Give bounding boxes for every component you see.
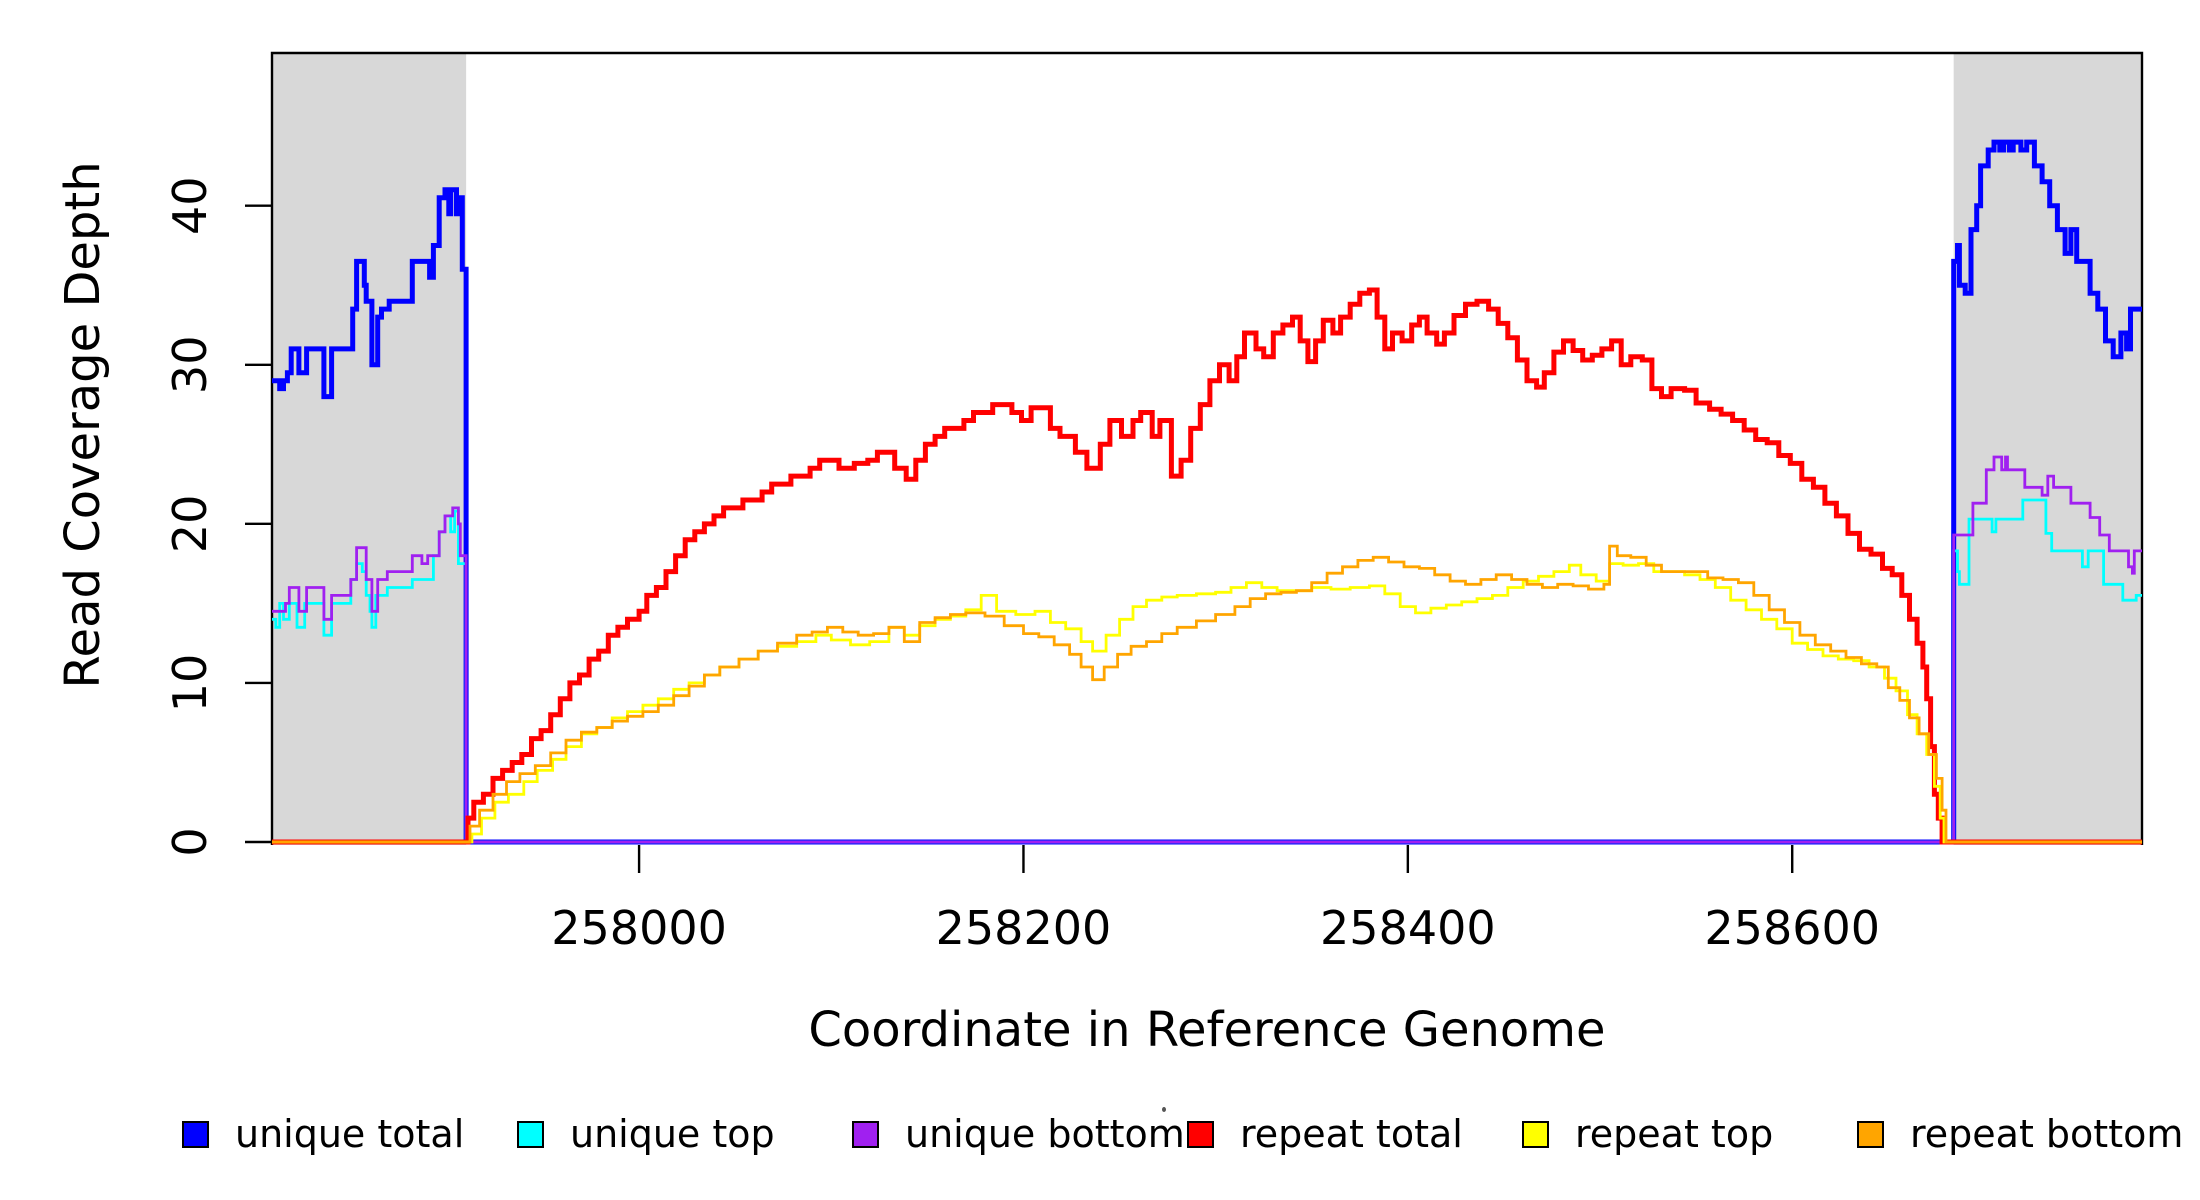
y-axis-title: Read Coverage Depth <box>55 161 111 689</box>
y-tick-label: 20 <box>163 495 217 554</box>
series-repeat-bottom <box>272 544 2142 844</box>
x-axis-title: Coordinate in Reference Genome <box>808 1002 1606 1058</box>
legend-label: unique top <box>570 1112 775 1156</box>
legend-item-repeat-top: repeat top <box>1522 1110 1773 1158</box>
legend-swatch-repeat-top-icon <box>1522 1120 1549 1148</box>
legend-item-repeat-total: repeat total <box>1187 1110 1463 1158</box>
series-unique-bottom <box>272 455 2142 844</box>
y-tick-label: 40 <box>163 176 217 235</box>
y-tick-label: 0 <box>163 827 217 856</box>
series-unique-total <box>272 139 2142 845</box>
x-tick-label: 258200 <box>936 901 1112 955</box>
legend-swatch-unique-total-icon <box>182 1120 209 1148</box>
y-tick-label: 10 <box>163 654 217 713</box>
legend-swatch-repeat-total-icon <box>1187 1120 1214 1148</box>
x-tick-label: 258000 <box>551 901 727 955</box>
legend-item-repeat-bottom: repeat bottom <box>1857 1110 2183 1158</box>
series-repeat-total <box>272 287 2142 845</box>
legend-swatch-unique-bottom-icon <box>852 1120 879 1148</box>
legend-item-unique-top: unique top <box>517 1110 775 1158</box>
x-tick-label: 258400 <box>1320 901 1496 955</box>
stray-dot <box>1162 1107 1166 1112</box>
legend-label: unique total <box>235 1112 465 1156</box>
y-tick-label: 30 <box>163 336 217 395</box>
series-repeat-top <box>272 562 2142 844</box>
legend-swatch-unique-top-icon <box>517 1120 544 1148</box>
legend-item-unique-bottom: unique bottom <box>852 1110 1185 1158</box>
legend-label: unique bottom <box>905 1112 1185 1156</box>
legend-label: repeat top <box>1575 1112 1774 1156</box>
legend-label: repeat total <box>1240 1112 1463 1156</box>
legend-item-unique-total: unique total <box>182 1110 464 1158</box>
legend-swatch-repeat-bottom-icon <box>1857 1120 1884 1148</box>
plot-box <box>270 51 2144 845</box>
legend-label: repeat bottom <box>1910 1112 2184 1156</box>
shaded-region-left-unique-flank <box>272 53 467 845</box>
legend: unique total unique top unique bottom re… <box>0 1110 2200 1162</box>
x-tick-label: 258600 <box>1704 901 1880 955</box>
